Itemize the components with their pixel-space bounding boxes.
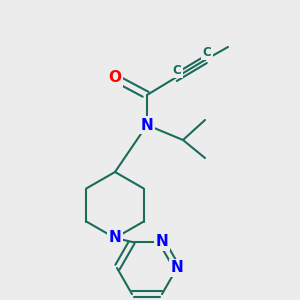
Text: N: N <box>156 234 168 249</box>
Text: N: N <box>109 230 122 245</box>
Text: N: N <box>171 260 183 275</box>
Text: C: C <box>172 64 182 76</box>
Text: N: N <box>141 118 153 133</box>
Text: O: O <box>109 70 122 86</box>
Text: C: C <box>202 46 211 59</box>
